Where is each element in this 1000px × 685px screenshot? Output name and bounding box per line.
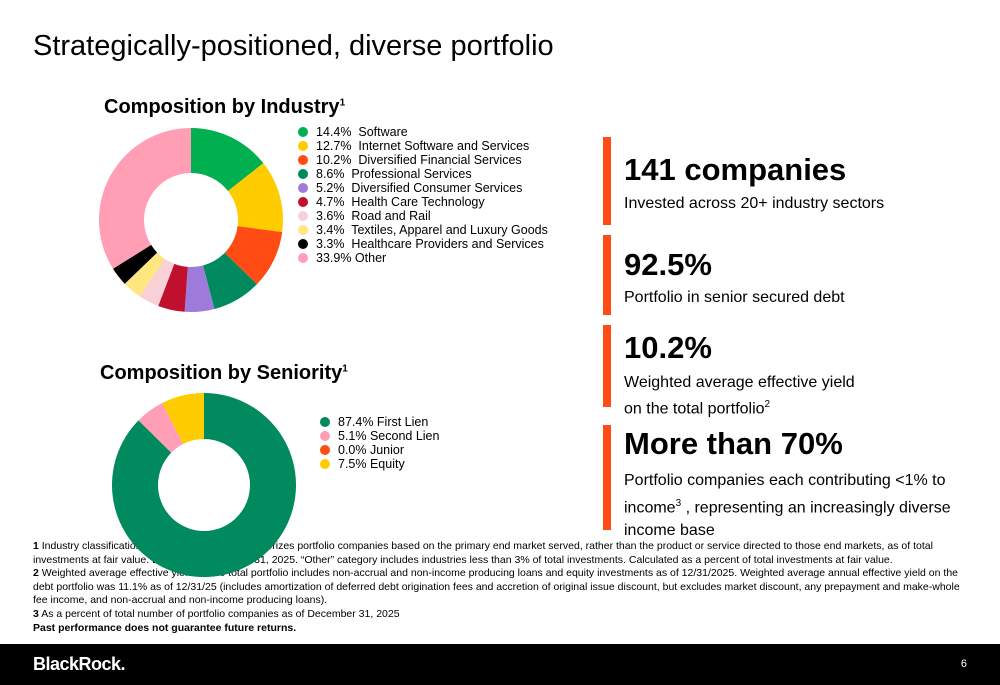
legend-item: 3.4% Textiles, Apparel and Luxury Goods	[298, 223, 548, 237]
legend-item: 4.7% Health Care Technology	[298, 195, 548, 209]
legend-item: 33.9% Other	[298, 251, 548, 265]
legend-label: 5.2% Diversified Consumer Services	[316, 181, 523, 195]
footnote-3: 3 As a percent of total number of portfo…	[33, 607, 400, 620]
legend-swatch-icon	[298, 239, 308, 249]
legend-item: 7.5% Equity	[320, 457, 439, 471]
legend-swatch-icon	[298, 183, 308, 193]
legend-item: 87.4% First Lien	[320, 415, 439, 429]
legend-label: 5.1% Second Lien	[338, 429, 440, 443]
legend-item: 8.6% Professional Services	[298, 167, 548, 181]
stat-companies-desc: Invested across 20+ industry sectors	[624, 195, 885, 212]
legend-label: 0.0% Junior	[338, 443, 405, 457]
legend-swatch-icon	[298, 197, 308, 207]
legend-swatch-icon	[298, 155, 308, 165]
legend-swatch-icon	[320, 417, 330, 427]
legend-item: 5.1% Second Lien	[320, 429, 439, 443]
legend-swatch-icon	[298, 141, 308, 151]
slice-equity	[162, 393, 204, 445]
legend-label: 3.4% Textiles, Apparel and Luxury Goods	[316, 223, 548, 237]
accent-bar	[603, 235, 611, 315]
legend-item: 10.2% Diversified Financial Services	[298, 153, 548, 167]
legend-swatch-icon	[298, 127, 308, 137]
slice-healthcare-providers-and-services	[113, 244, 158, 284]
legend-item: 14.4% Software	[298, 125, 548, 139]
footnotes: 1 Industry classification s egorizes port…	[33, 540, 968, 635]
slice-diversified-consumer-services	[184, 265, 215, 312]
legend-swatch-icon	[298, 225, 308, 235]
industry-legend: 14.4% Software 12.7% Internet Software an…	[298, 125, 548, 265]
accent-bar	[603, 425, 611, 530]
blackrock-logo: BlackRock.	[33, 654, 126, 674]
legend-label: 4.7% Health Care Technology	[316, 195, 485, 209]
legend-label: 8.6% Professional Services	[316, 167, 472, 181]
legend-swatch-icon	[298, 253, 308, 263]
slice-first-lien	[111, 393, 296, 577]
slice-internet-software-and-services	[227, 163, 283, 233]
legend-item: 3.6% Road and Rail	[298, 209, 548, 223]
legend-label: 10.2% Diversified Financial Services	[316, 153, 522, 167]
disclaimer: Past performance does not guarantee futu…	[33, 621, 297, 634]
stat-concentration-desc: Portfolio companies each contributing <1…	[624, 472, 951, 540]
legend-label: 7.5% Equity	[338, 457, 405, 471]
industry-donut-chart	[99, 128, 283, 312]
stat-senior-secured: 92.5%	[624, 247, 712, 282]
stat-concentration: More than 70%	[624, 426, 843, 461]
slice-textiles-apparel-and-luxury-goods	[124, 252, 165, 297]
slice-road-and-rail	[139, 259, 175, 306]
legend-label: 87.4% First Lien	[338, 415, 429, 429]
accent-bar	[603, 325, 611, 407]
legend-label: 33.9% Other	[316, 251, 387, 265]
slice-professional-services	[202, 252, 257, 309]
seniority-heading: Composition by Seniority1	[100, 362, 348, 384]
legend-label: 3.6% Road and Rail	[316, 209, 431, 223]
accent-bar	[603, 137, 611, 225]
legend-label: 14.4% Software	[316, 125, 408, 139]
stat-companies: 141 companies	[624, 152, 847, 187]
legend-item: 3.3% Healthcare Providers and Services	[298, 237, 548, 251]
stat-yield-desc: Weighted average effective yield on the t…	[624, 374, 855, 418]
industry-heading: Composition by Industry1	[104, 96, 346, 118]
legend-label: 12.7% Internet Software and Services	[316, 139, 530, 153]
slice-second-lien	[138, 403, 184, 453]
legend-swatch-icon	[320, 431, 330, 441]
slice-diversified-financial-services	[224, 226, 283, 285]
legend-label: 3.3% Healthcare Providers and Services	[316, 237, 544, 251]
stat-yield: 10.2%	[624, 330, 712, 365]
footer-bar: BlackRock. 6	[0, 644, 1000, 685]
legend-swatch-icon	[320, 459, 330, 469]
slice-other	[99, 128, 191, 269]
slice-software	[191, 128, 264, 191]
stat-senior-secured-desc: Portfolio in senior secured debt	[624, 289, 845, 306]
legend-item: 0.0% Junior	[320, 443, 439, 457]
page-number: 6	[960, 658, 967, 670]
legend-swatch-icon	[320, 445, 330, 455]
legend-swatch-icon	[298, 211, 308, 221]
seniority-legend: 87.4% First Lien 5.1% Second Lien 0.0% Jun…	[320, 415, 439, 471]
legend-item: 5.2% Diversified Consumer Services	[298, 181, 548, 195]
footnote-2: 2 Weighted average effective yield on th…	[33, 567, 960, 607]
seniority-donut-chart	[111, 393, 296, 577]
slice-health-care-technology	[158, 263, 188, 312]
legend-swatch-icon	[298, 169, 308, 179]
page-title: Strategically-positioned, diverse portfo…	[33, 30, 554, 62]
legend-item: 12.7% Internet Software and Services	[298, 139, 548, 153]
